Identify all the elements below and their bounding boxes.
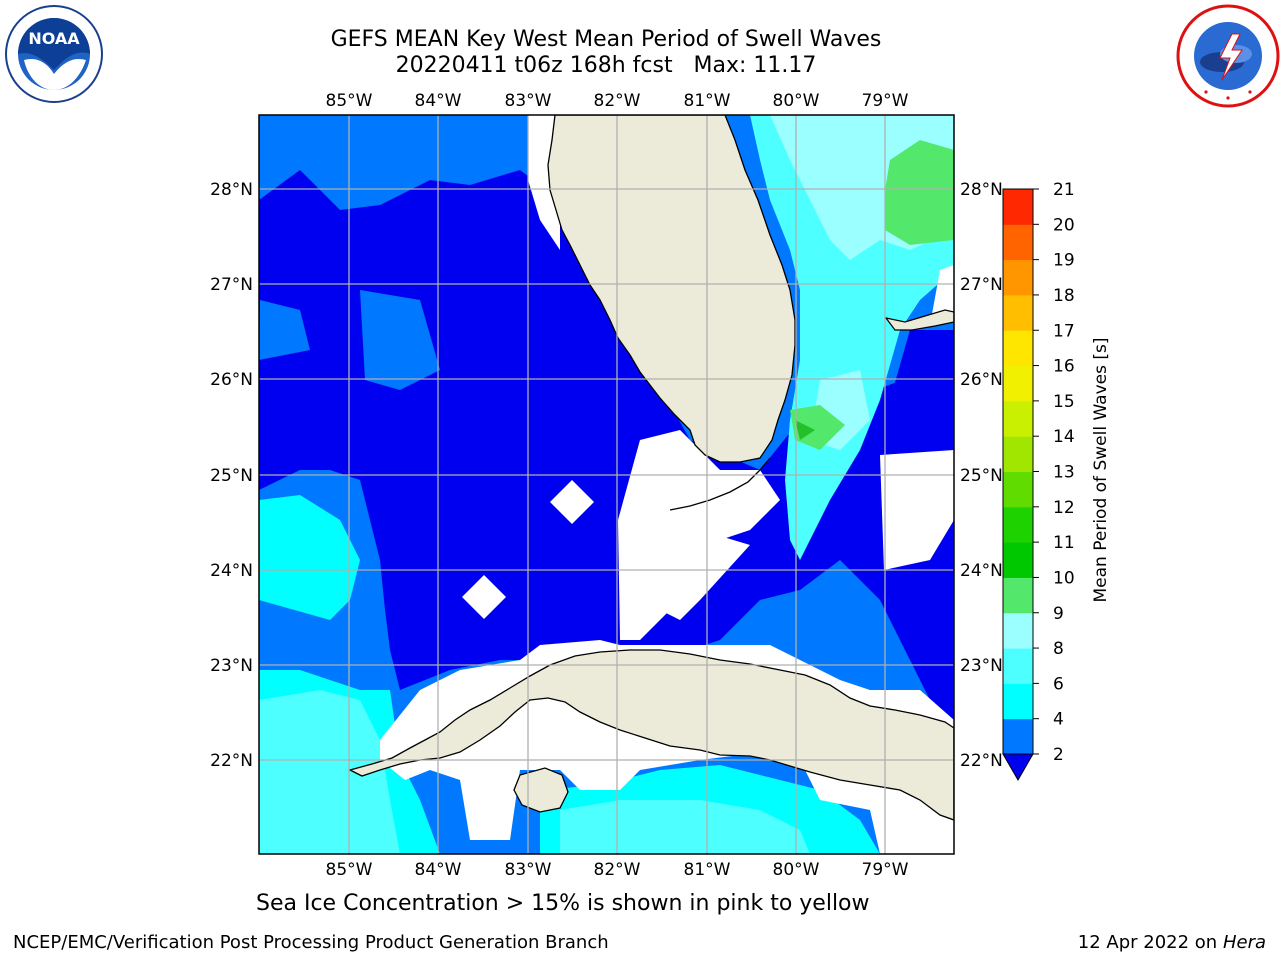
colorbar-tick-label: 17	[1053, 321, 1075, 341]
florida-keys	[669, 457, 771, 511]
lon-tick-bottom: 82°W	[594, 860, 641, 880]
colorbar-segment	[1003, 259, 1033, 296]
florida-landmass	[547, 115, 796, 463]
swell-contour-4-6-patch-2	[259, 300, 310, 360]
map-title: GEFS MEAN Key West Mean Period of Swell …	[330, 27, 882, 52]
lat-tick-left: 25°N	[210, 466, 253, 486]
nodata-region-straits	[660, 530, 750, 620]
lon-tick-bottom: 84°W	[415, 860, 462, 880]
footer-credit: NCEP/EMC/Verification Post Processing Pr…	[13, 932, 609, 953]
colorbar-tick-label: 9	[1053, 604, 1064, 624]
colorbar-segment	[1003, 718, 1033, 755]
colorbar-segment	[1003, 400, 1033, 437]
lat-tick-left: 27°N	[210, 275, 253, 295]
sea-ice-note: Sea Ice Concentration > 15% is shown in …	[256, 891, 870, 916]
swell-contour-8-9-southwest	[259, 690, 400, 854]
colorbar-tick-label: 14	[1053, 427, 1075, 447]
colorbar-tick-label: 18	[1053, 286, 1075, 306]
lon-tick-bottom: 79°W	[862, 860, 909, 880]
swell-contour-green	[795, 420, 815, 440]
lat-tick-left: 23°N	[210, 656, 253, 676]
lat-tick-left: 28°N	[210, 180, 253, 200]
map-frame	[258, 114, 955, 855]
colorbar-segment	[1003, 506, 1033, 543]
nws-logo	[1176, 4, 1280, 108]
swell-contour-green-light	[885, 140, 954, 245]
lon-tick-top: 84°W	[415, 91, 462, 111]
colorbar-segment	[1003, 330, 1033, 367]
colorbar-tick-label: 11	[1053, 533, 1075, 553]
map-plot-area	[259, 115, 954, 854]
lat-tick-left: 24°N	[210, 561, 253, 581]
colorbar-segment	[1003, 436, 1033, 472]
colorbar-tick-label: 10	[1053, 568, 1075, 588]
colorbar-segment	[1003, 189, 1033, 225]
map-subtitle-forecast: 20220411 t06z 168h fcst Max: 11.17	[395, 53, 817, 78]
lon-tick-top: 80°W	[773, 91, 820, 111]
colorbar-tick-label: 21	[1053, 180, 1075, 200]
lon-tick-bottom: 81°W	[684, 860, 731, 880]
swell-contour-2-4	[259, 170, 954, 740]
isla-juventud	[513, 767, 569, 813]
nodata-region-diamond-2	[462, 575, 506, 619]
swell-contour-6-8-west	[259, 495, 360, 620]
colorbar: 2 4 6 8 9 10 11 12 13 14 15 16 17 18 19 20 21	[1002, 180, 1075, 782]
footer-date-text: 12 Apr 2022 on	[1077, 932, 1218, 953]
lon-tick-top: 81°W	[684, 91, 731, 111]
colorbar-segment	[1003, 471, 1033, 508]
lat-tick-right: 24°N	[960, 561, 1003, 581]
nodata-region-bahamas-top	[930, 265, 954, 325]
colorbar-tick-label: 20	[1053, 215, 1075, 235]
lon-tick-top: 82°W	[594, 91, 641, 111]
colorbar-tick-label: 2	[1053, 745, 1064, 765]
lat-tick-right: 25°N	[960, 466, 1003, 486]
lat-tick-right: 27°N	[960, 275, 1003, 295]
lat-tick-right: 23°N	[960, 656, 1003, 676]
colorbar-tick-label: 16	[1053, 357, 1075, 377]
nodata-region-east	[880, 450, 954, 570]
colorbar-label: Mean Period of Swell Waves [s]	[1091, 338, 1111, 603]
colorbar-under-extension	[1002, 753, 1034, 782]
colorbar-segment	[1003, 683, 1033, 720]
lon-tick-top: 79°W	[862, 91, 909, 111]
lon-tick-bottom: 83°W	[505, 860, 552, 880]
nodata-region-south-east	[884, 800, 954, 854]
colorbar-segment	[1003, 612, 1033, 649]
colorbar-segment	[1003, 542, 1033, 578]
lon-tick-bottom: 85°W	[326, 860, 373, 880]
colorbar-tick-label: 12	[1053, 498, 1075, 518]
colorbar-tick-label: 4	[1053, 710, 1064, 730]
noaa-logo: NOAA	[5, 5, 103, 103]
lat-tick-left: 26°N	[210, 370, 253, 390]
cuba-landmass	[348, 649, 954, 821]
colorbar-segment	[1003, 365, 1033, 402]
graticule	[259, 115, 954, 854]
lon-tick-bottom: 80°W	[773, 860, 820, 880]
lat-tick-right: 22°N	[960, 751, 1003, 771]
noaa-logo-text: NOAA	[28, 29, 80, 48]
swell-contour-green-light-2	[790, 405, 845, 450]
lon-tick-top: 83°W	[505, 91, 552, 111]
colorbar-segment	[1003, 224, 1033, 261]
lat-tick-left: 22°N	[210, 751, 253, 771]
lat-tick-right: 28°N	[960, 180, 1003, 200]
colorbar-tick-label: 6	[1053, 674, 1064, 694]
colorbar-tick-label: 19	[1053, 251, 1075, 271]
bahamas-islands	[884, 309, 954, 331]
colorbar-segment	[1003, 648, 1033, 684]
lat-tick-right: 26°N	[960, 370, 1003, 390]
swell-contour-2-4-east	[890, 330, 954, 450]
footer-date: 12 Apr 2022 on Hera	[1078, 932, 1266, 953]
colorbar-tick-label: 8	[1053, 639, 1064, 659]
nodata-region-diamond-1	[550, 480, 594, 524]
colorbar-segment	[1003, 577, 1033, 614]
colorbar-tick-label: 15	[1053, 392, 1075, 412]
colorbar-segment	[1003, 294, 1033, 331]
colorbar-tick-label: 13	[1053, 463, 1075, 483]
swell-contour-8-9-south	[560, 800, 810, 854]
footer-host: Hera	[1222, 932, 1266, 953]
lon-tick-top: 85°W	[326, 91, 373, 111]
swell-contour-4-6-patch	[360, 290, 440, 390]
